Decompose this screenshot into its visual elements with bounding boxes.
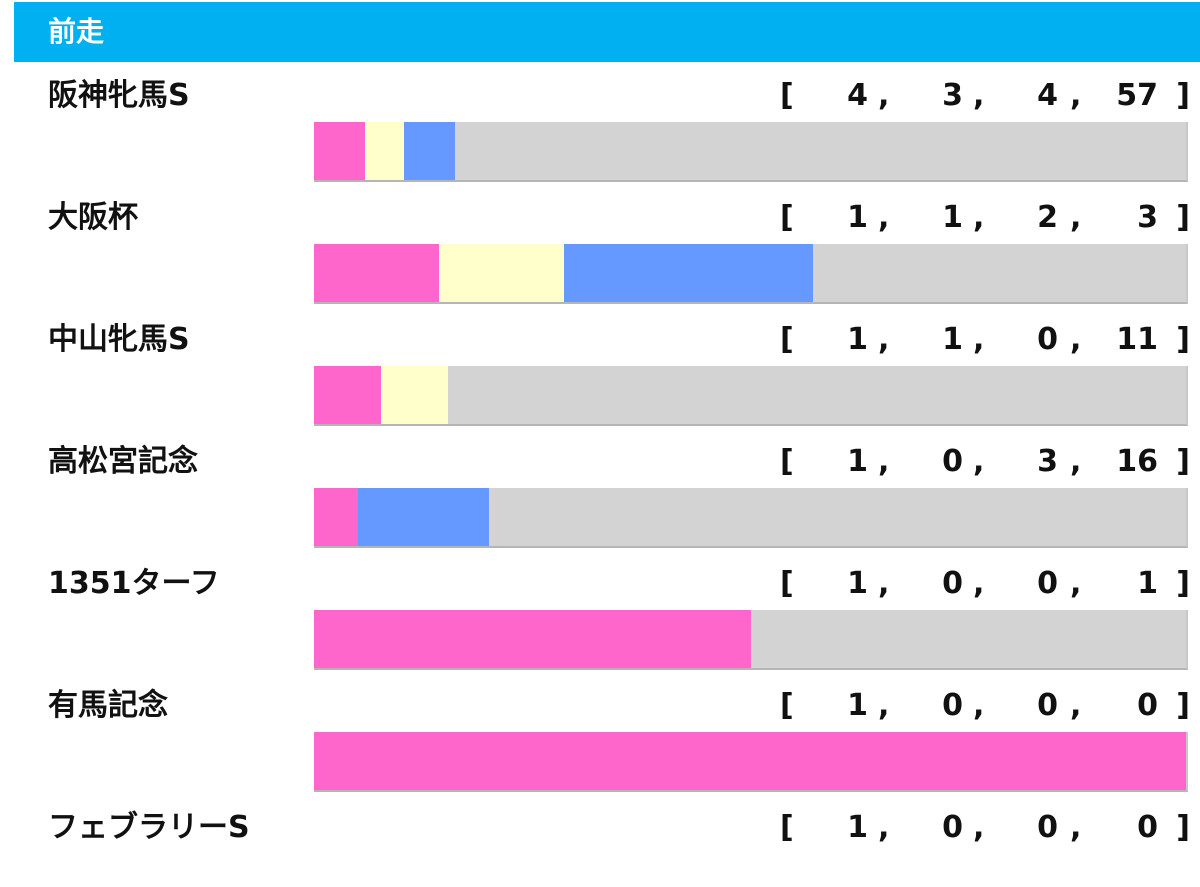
row-label: フェブラリーS [48, 810, 250, 845]
record-value: 2 [1037, 200, 1058, 235]
record-value: 16 [1116, 444, 1158, 479]
record-separator: , [1070, 688, 1082, 723]
record-separator: , [973, 444, 985, 479]
record-separator: , [878, 322, 890, 357]
record-bar [314, 244, 1188, 304]
row-label: 高松宮記念 [48, 444, 198, 479]
record-bar [314, 366, 1188, 426]
bar-segment-second [365, 122, 404, 180]
row-label: 大阪杯 [48, 200, 138, 235]
record-value: 1 [847, 688, 868, 723]
record-separator: , [878, 566, 890, 601]
record-value: 1 [847, 810, 868, 845]
bar-segment-first [314, 610, 751, 668]
record-separator: , [878, 78, 890, 113]
record-close-bracket: ] [1176, 810, 1190, 845]
bar-segment-first [314, 366, 382, 424]
record-separator: , [1070, 810, 1082, 845]
record-separator: , [878, 200, 890, 235]
record-value: 1 [847, 200, 868, 235]
row-record: [1, 0, 0, 0] [780, 808, 1190, 848]
record-value: 0 [1137, 688, 1158, 723]
record-value: 1 [847, 322, 868, 357]
record-close-bracket: ] [1176, 444, 1190, 479]
record-value: 0 [1137, 810, 1158, 845]
record-separator: , [973, 566, 985, 601]
row-record: [1, 0, 0, 1] [780, 564, 1190, 604]
row-label: 阪神牝馬S [48, 78, 190, 113]
row-record: [1, 0, 3, 16] [780, 442, 1190, 482]
record-value: 0 [942, 810, 963, 845]
record-open-bracket: [ [780, 566, 794, 601]
row-label: 有馬記念 [48, 688, 168, 723]
bar-segment-third [357, 488, 489, 546]
record-bar [314, 732, 1188, 792]
record-separator: , [878, 444, 890, 479]
record-value: 0 [1037, 322, 1058, 357]
record-close-bracket: ] [1176, 322, 1190, 357]
row-record: [1, 0, 0, 0] [780, 686, 1190, 726]
record-value: 3 [1137, 200, 1158, 235]
record-value: 1 [1137, 566, 1158, 601]
record-separator: , [973, 200, 985, 235]
bar-segment-first [314, 122, 366, 180]
record-separator: , [1070, 78, 1082, 113]
record-separator: , [973, 688, 985, 723]
record-open-bracket: [ [780, 78, 794, 113]
bar-segment-third [563, 244, 814, 302]
record-close-bracket: ] [1176, 688, 1190, 723]
bar-segment-second [381, 366, 449, 424]
record-value: 0 [1037, 566, 1058, 601]
record-value: 1 [942, 322, 963, 357]
record-value: 1 [847, 566, 868, 601]
record-open-bracket: [ [780, 688, 794, 723]
record-separator: , [1070, 444, 1082, 479]
record-value: 0 [942, 566, 963, 601]
record-value: 3 [942, 78, 963, 113]
record-close-bracket: ] [1176, 200, 1190, 235]
row-record: [4, 3, 4, 57] [780, 76, 1190, 116]
record-value: 0 [942, 444, 963, 479]
bar-segment-second [438, 244, 564, 302]
record-separator: , [1070, 200, 1082, 235]
record-close-bracket: ] [1176, 78, 1190, 113]
record-bar [314, 610, 1188, 670]
record-open-bracket: [ [780, 810, 794, 845]
record-value: 1 [942, 200, 963, 235]
record-open-bracket: [ [780, 322, 794, 357]
row-label: 1351ターフ [48, 566, 220, 601]
record-separator: , [973, 78, 985, 113]
record-separator: , [1070, 566, 1082, 601]
record-separator: , [878, 810, 890, 845]
record-open-bracket: [ [780, 444, 794, 479]
record-value: 0 [1037, 810, 1058, 845]
bar-segment-first [314, 732, 1186, 790]
record-bar [314, 488, 1188, 548]
row-record: [1, 1, 2, 3] [780, 198, 1190, 238]
record-value: 0 [942, 688, 963, 723]
row-record: [1, 1, 0, 11] [780, 320, 1190, 360]
bar-segment-third [403, 122, 456, 180]
record-close-bracket: ] [1176, 566, 1190, 601]
record-separator: , [973, 322, 985, 357]
record-separator: , [1070, 322, 1082, 357]
bar-segment-first [314, 244, 439, 302]
record-value: 11 [1116, 322, 1158, 357]
record-open-bracket: [ [780, 200, 794, 235]
record-value: 4 [1037, 78, 1058, 113]
section-header: 前走 [14, 2, 1200, 62]
record-value: 1 [847, 444, 868, 479]
record-separator: , [878, 688, 890, 723]
section-title: 前走 [48, 15, 105, 48]
record-value: 0 [1037, 688, 1058, 723]
record-value: 3 [1037, 444, 1058, 479]
bar-segment-first [314, 488, 358, 546]
record-bar [314, 122, 1188, 182]
record-value: 4 [847, 78, 868, 113]
record-separator: , [973, 810, 985, 845]
record-value: 57 [1116, 78, 1158, 113]
row-label: 中山牝馬S [48, 322, 190, 357]
